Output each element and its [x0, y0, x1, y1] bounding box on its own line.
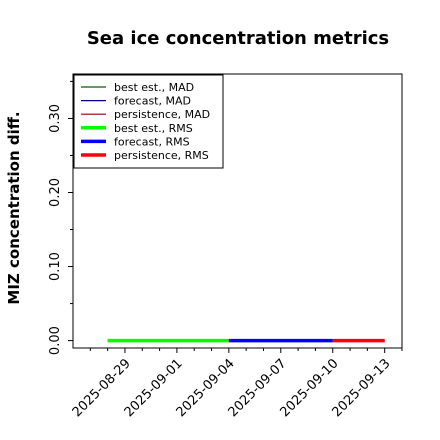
- legend-label: forecast, RMS: [114, 135, 190, 148]
- y-tick-label: 0.20: [48, 178, 63, 207]
- y-tick-label: 0.00: [48, 326, 63, 355]
- legend-label: persistence, RMS: [114, 149, 209, 162]
- y-tick-label: 0.10: [48, 252, 63, 281]
- legend-label: best est., RMS: [114, 122, 193, 135]
- chart-title: Sea ice concentration metrics: [87, 28, 389, 49]
- legend-label: forecast, MAD: [114, 95, 191, 108]
- legend-box: [73, 74, 224, 169]
- legend-label: persistence, MAD: [114, 108, 210, 121]
- y-axis-label: MIZ concentration diff.: [5, 111, 23, 304]
- x-axis: 2025-08-292025-09-012025-09-042025-09-07…: [70, 348, 403, 420]
- plot-area-frame: [72, 73, 403, 349]
- y-tick-label: 0.30: [48, 104, 63, 133]
- y-axis: 0.00 0.10 0.20 0.30: [48, 80, 73, 355]
- legend-label: best est., MAD: [114, 81, 194, 94]
